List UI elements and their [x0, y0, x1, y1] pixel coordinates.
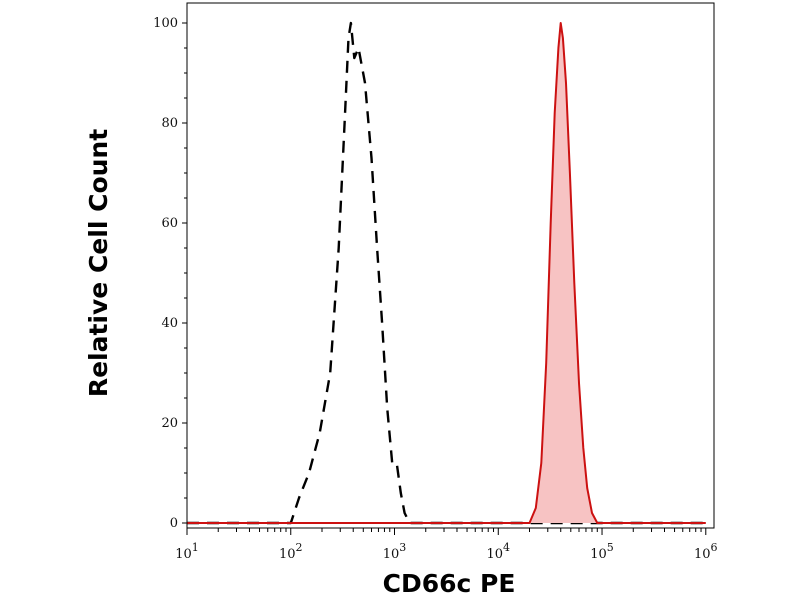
x-tick-label: 102	[279, 541, 303, 562]
x-axis-title: CD66c PE	[383, 569, 516, 598]
plot-frame	[186, 2, 715, 529]
series-1-line	[187, 22, 706, 524]
y-tick-label: 80	[161, 116, 178, 131]
series-1-fill	[187, 23, 706, 523]
x-tick-label: 101	[175, 541, 199, 562]
y-tick-label: 0	[170, 516, 178, 531]
y-tick-label: 20	[161, 416, 178, 431]
y-axis-title: Relative Cell Count	[84, 129, 113, 397]
x-tick-label: 106	[694, 541, 718, 562]
x-tick-label: 104	[486, 541, 510, 562]
axes: 101 102 103 104 105 106 0 20 40 60 80 100	[153, 2, 718, 562]
plot-inner	[187, 21, 706, 525]
x-tick-label: 103	[383, 541, 407, 562]
y-tick-label: 40	[161, 316, 178, 331]
y-tick-label: 100	[153, 16, 178, 31]
plot-area	[187, 21, 706, 525]
x-tick-label: 105	[590, 541, 614, 562]
y-tick-label: 60	[161, 216, 178, 231]
series-0-line	[187, 21, 706, 525]
